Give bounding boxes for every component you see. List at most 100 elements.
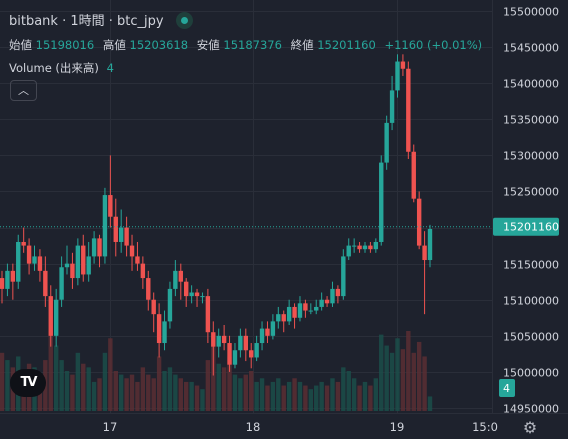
volume-bar (362, 381, 368, 411)
candle-body (357, 245, 362, 250)
candle-body (124, 227, 129, 246)
candle-body (113, 216, 118, 242)
volume-bar (189, 381, 194, 411)
y-tick-label: 15450000 (503, 42, 559, 55)
volume-bar (59, 360, 64, 411)
candle-body (292, 306, 297, 318)
candle-body (319, 299, 324, 307)
candle-body (64, 263, 70, 268)
volume-bar (249, 371, 254, 411)
candle-body (330, 288, 335, 304)
y-tick-label: 15300000 (503, 150, 559, 163)
volume-bar (151, 378, 156, 411)
market-status-icon (175, 12, 193, 29)
volume-bar (221, 367, 227, 411)
last-price-tag (493, 217, 559, 236)
candle-body (178, 270, 183, 282)
volume-bar (205, 360, 211, 411)
last-volume-tag (499, 379, 515, 397)
y-tick-label: 15050000 (503, 331, 559, 344)
volume-bar (259, 378, 265, 411)
volume-bar (270, 381, 276, 411)
volume-bar (91, 381, 97, 411)
candle-body (265, 328, 270, 336)
candle-body (5, 270, 10, 289)
symbol-header[interactable]: bitbank · 1時間 · btc_jpy (9, 10, 193, 30)
volume-bar (243, 374, 248, 411)
volume-bar (70, 374, 75, 411)
volume-bar (227, 356, 232, 411)
volume-bar (64, 371, 70, 411)
candle-body (221, 335, 227, 344)
candle-body (10, 270, 16, 282)
x-tick-label: 15:0 (472, 420, 498, 434)
volume-bar (102, 352, 108, 411)
volume-bar (395, 338, 400, 411)
candle-body (75, 245, 81, 279)
volume-bar (346, 371, 351, 411)
volume-bar (184, 381, 189, 411)
volume-bar (389, 352, 395, 411)
volume-bar (319, 381, 324, 411)
candle-body (395, 61, 400, 91)
volume-bar (156, 356, 162, 411)
x-tick-label: 19 (390, 420, 405, 434)
candle-body (400, 61, 406, 69)
candle-body (281, 314, 286, 322)
candle-body (189, 292, 194, 297)
x-tick-label: 18 (246, 420, 261, 434)
candle-body (297, 303, 303, 318)
volume-bar (135, 381, 140, 411)
tradingview-logo[interactable]: TV (10, 369, 46, 397)
candle-body (270, 321, 276, 336)
candle-body (422, 245, 427, 261)
volume-bar (411, 352, 416, 411)
candle-body (243, 335, 248, 351)
candle-body (411, 151, 416, 199)
candle-body (259, 328, 265, 344)
volume-bar (406, 331, 411, 411)
candle-body (308, 310, 314, 312)
open-value: 15198016 (35, 38, 95, 52)
volume-legend[interactable]: Volume (出来高) 4 (9, 60, 119, 76)
volume-bar (341, 367, 346, 411)
volume-bars (0, 331, 433, 411)
candle-body (81, 245, 86, 275)
last-volume-label: 4 (503, 382, 510, 395)
candle-body (162, 321, 167, 344)
volume-bar (357, 385, 362, 411)
chevron-up-icon: ︿ (18, 84, 29, 97)
volume-bar (86, 367, 91, 411)
volume-bar (254, 381, 259, 411)
volume-bar (5, 360, 10, 411)
volume-bar (162, 371, 167, 411)
volume-label: Volume (出来高) (9, 61, 99, 75)
candle-body (286, 306, 292, 322)
candle-body (238, 335, 243, 351)
gear-icon[interactable]: ⚙ (522, 418, 538, 437)
collapse-legend-button[interactable]: ︿ (10, 80, 37, 101)
volume-bar (303, 385, 308, 411)
candle-body (32, 256, 37, 264)
candle-body (249, 350, 254, 358)
volume-bar (324, 385, 330, 411)
volume-value: 4 (106, 61, 114, 75)
volume-bar (238, 378, 243, 411)
candle-body (276, 314, 281, 322)
volume-bar (200, 389, 205, 411)
candle-body (205, 296, 211, 333)
volume-bar (97, 378, 102, 411)
price-axis[interactable]: 15500000 15450000 15400000 15350000 15300000… (492, 0, 568, 439)
logo-text: TV (20, 375, 38, 390)
volume-bar (308, 389, 314, 411)
candle-body (97, 238, 102, 257)
candle-body (102, 195, 108, 257)
candle-body (227, 343, 232, 365)
volume-bar (297, 381, 303, 411)
volume-bar (427, 396, 433, 411)
time-axis[interactable]: 17 18 19 15:0 (0, 413, 568, 439)
y-tick-label: 15400000 (503, 78, 559, 91)
volume-bar (281, 385, 286, 411)
candle-body (43, 270, 48, 297)
